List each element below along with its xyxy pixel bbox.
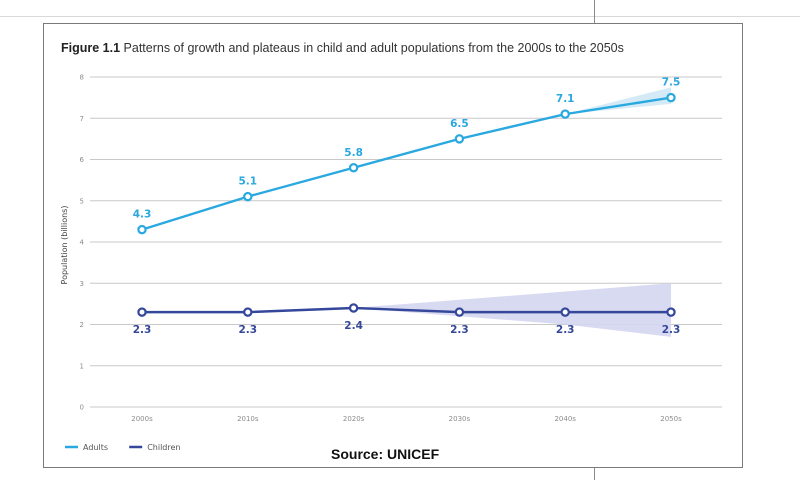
children-point-2010s <box>243 307 253 317</box>
x-axis-ticks: 2000s 2010s 2020s 2030s 2040s 2050s <box>131 415 682 423</box>
uncertainty-bands <box>353 87 671 337</box>
source-note: Source: UNICEF <box>331 446 440 462</box>
y-tick-label-5: 5 <box>80 197 84 205</box>
adults-data-label-2050s: 7.5 <box>662 77 681 89</box>
y-tick-label-2: 2 <box>80 321 84 329</box>
adults-point-2000s <box>137 224 147 235</box>
x-tick-label-2030s: 2030s <box>449 415 471 423</box>
y-tick-label-8: 8 <box>80 74 84 82</box>
adults-point-2040s <box>560 109 570 119</box>
children-point-2020s <box>348 303 359 313</box>
x-tick-label-2040s: 2040s <box>554 415 576 423</box>
legend-label-adults: Adults <box>83 443 108 452</box>
y-tick-label-0: 0 <box>80 404 84 412</box>
adults-data-label-2030s: 6.5 <box>450 118 469 130</box>
adults-series-line <box>140 96 673 231</box>
adults-data-label-2010s: 5.1 <box>238 176 257 188</box>
y-tick-label-6: 6 <box>80 156 85 164</box>
y-tick-label-4: 4 <box>80 239 85 247</box>
adults-uncertainty-band <box>565 87 671 115</box>
children-data-label-2030s: 2.3 <box>450 324 469 336</box>
legend: Adults Children <box>65 443 180 452</box>
adults-point-2020s <box>348 163 359 173</box>
y-tick-label-7: 7 <box>80 115 84 123</box>
x-tick-label-2050s: 2050s <box>660 415 682 423</box>
page-top-rule <box>0 16 800 17</box>
children-point-2050s <box>666 307 676 317</box>
children-data-label-2000s: 2.3 <box>133 324 152 336</box>
children-data-label-2020s: 2.4 <box>344 320 363 332</box>
x-tick-label-2000s: 2000s <box>131 415 153 423</box>
children-series-line <box>140 306 673 314</box>
adults-point-2030s <box>454 134 465 144</box>
figure-caption: Patterns of growth and plateaus in child… <box>123 41 624 55</box>
y-axis-label: Population (billions) <box>60 206 69 285</box>
children-data-label-2010s: 2.3 <box>238 324 257 336</box>
adults-data-label-2000s: 4.3 <box>133 209 152 221</box>
adults-data-label-2040s: 7.1 <box>556 93 575 105</box>
figure-title: Figure 1.1 Patterns of growth and platea… <box>61 41 624 55</box>
adults-point-2050s <box>666 92 676 103</box>
children-point-2000s <box>137 307 147 317</box>
series: 4.3 5.1 5.8 6.5 7.1 7.5 2.3 2.3 2.4 2.3 2.3 2.3 <box>133 77 681 337</box>
y-tick-label-1: 1 <box>80 362 84 370</box>
y-tick-label-3: 3 <box>80 280 84 288</box>
gridlines <box>90 76 722 408</box>
children-uncertainty-band <box>353 283 671 337</box>
adults-data-label-2020s: 5.8 <box>344 147 363 159</box>
adults-point-2010s <box>243 191 253 202</box>
legend-label-children: Children <box>147 443 180 452</box>
children-point-2040s <box>560 307 570 317</box>
children-data-label-2040s: 2.3 <box>556 324 575 336</box>
figure-frame <box>43 23 743 468</box>
x-tick-label-2020s: 2020s <box>343 415 365 423</box>
figure-label: Figure 1.1 <box>61 41 121 55</box>
y-axis-ticks: 0 1 2 3 4 5 6 7 8 <box>80 74 85 412</box>
children-data-label-2050s: 2.3 <box>662 324 681 336</box>
x-tick-label-2010s: 2010s <box>237 415 259 423</box>
children-point-2030s <box>454 307 465 317</box>
